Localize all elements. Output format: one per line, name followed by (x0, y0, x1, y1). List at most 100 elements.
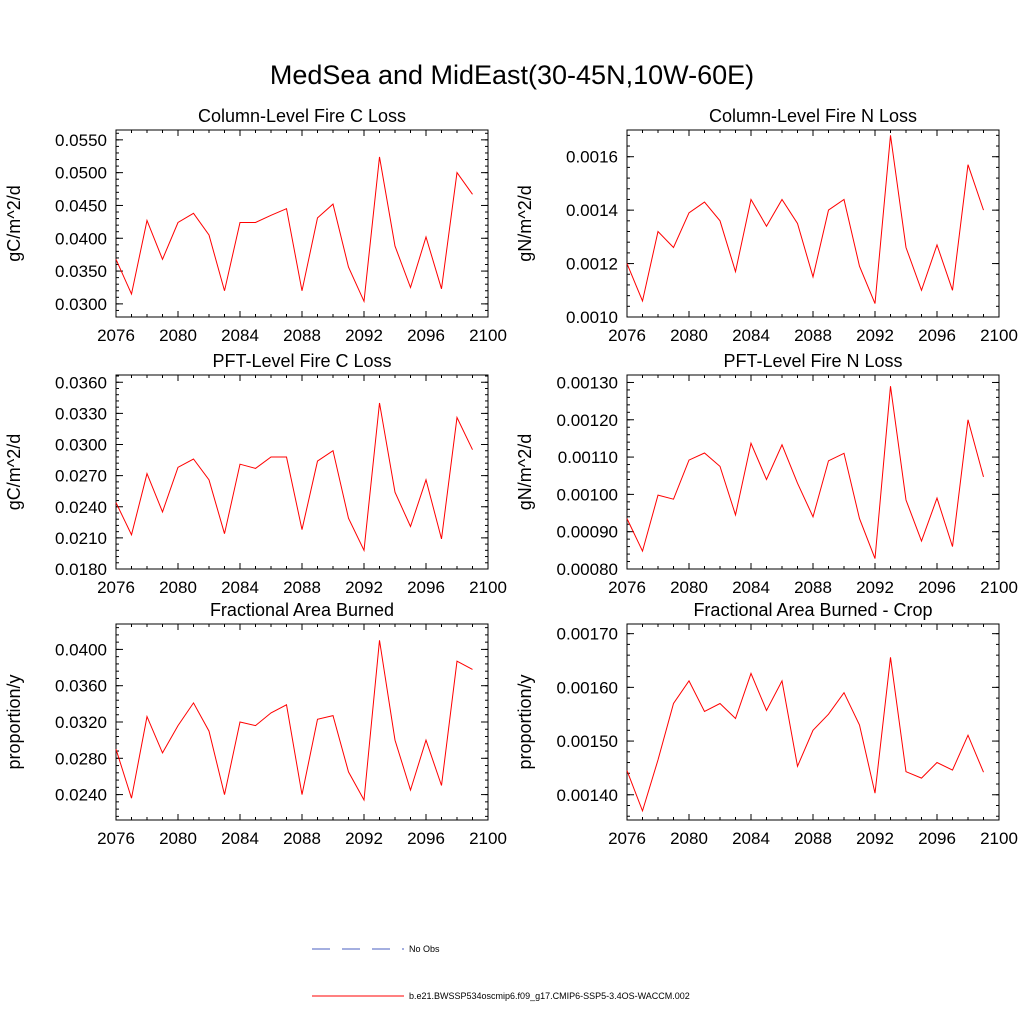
y-tick-label: 0.0450 (55, 196, 107, 215)
y-axis-label: gC/m^2/d (4, 434, 24, 510)
y-tick-label: 0.0210 (55, 529, 107, 548)
y-tick-label: 0.0240 (55, 498, 107, 517)
y-axis-label: gN/m^2/d (515, 185, 535, 261)
y-tick-label: 0.00100 (557, 485, 618, 504)
legend-obs-label: No Obs (409, 944, 440, 954)
y-tick-label: 0.0320 (55, 713, 107, 732)
x-tick-label: 2084 (221, 326, 259, 345)
x-tick-label: 2084 (732, 326, 770, 345)
y-axis-label: gN/m^2/d (515, 434, 535, 510)
series-line (115, 640, 473, 802)
y-axis-label: proportion/y (4, 674, 24, 769)
series-line (626, 135, 984, 304)
y-tick-label: 0.0016 (566, 148, 618, 167)
x-tick-label: 2076 (608, 326, 646, 345)
y-tick-label: 0.0350 (55, 262, 107, 281)
x-tick-label: 2080 (670, 326, 708, 345)
x-tick-label: 2100 (469, 829, 507, 848)
y-tick-label: 0.0014 (566, 201, 618, 220)
y-tick-label: 0.0400 (55, 640, 107, 659)
panel-2: Column-Level Fire N Loss gN/m^2/d 2076 2080… (515, 106, 1018, 345)
y-tick-label: 0.00170 (557, 625, 618, 644)
x-tick-label: 2080 (670, 829, 708, 848)
y-tick-label: 0.0400 (55, 229, 107, 248)
x-tick-label: 2100 (469, 578, 507, 597)
plot-frame (626, 374, 1000, 570)
x-tick-label: 2092 (345, 578, 383, 597)
x-tick-label: 2092 (345, 326, 383, 345)
x-tick-label: 2096 (407, 578, 445, 597)
plot-frame (115, 623, 489, 821)
x-tick-label: 2080 (159, 326, 197, 345)
panel-5: Fractional Area Burned proportion/y 2076 20… (4, 600, 507, 848)
plot-frame (115, 374, 489, 570)
plot-frame (626, 129, 1000, 318)
y-tick-label: 0.0300 (55, 436, 107, 455)
x-tick-label: 2088 (283, 578, 321, 597)
y-tick-label: 0.0240 (55, 786, 107, 805)
panel-title: PFT-Level Fire C Loss (212, 351, 391, 371)
x-tick-label: 2088 (794, 578, 832, 597)
series-line (115, 402, 473, 553)
series-line (626, 657, 984, 813)
y-tick-label: 0.0360 (55, 373, 107, 392)
x-tick-label: 2076 (97, 829, 135, 848)
x-tick-label: 2084 (221, 578, 259, 597)
legend-model-label: b.e21.BWSSP534oscmip6.f09_g17.CMIP6-SSP5… (409, 991, 690, 1001)
y-tick-label: 0.00090 (557, 523, 618, 542)
panel-3: PFT-Level Fire C Loss gC/m^2/d 2076 2080 208… (4, 351, 507, 597)
y-tick-label: 0.0010 (566, 308, 618, 327)
x-tick-label: 2076 (97, 326, 135, 345)
legend: No Obs b.e21.BWSSP534oscmip6.f09_g17.CMI… (312, 944, 690, 1001)
x-tick-label: 2096 (407, 829, 445, 848)
x-tick-label: 2092 (856, 326, 894, 345)
y-tick-label: 0.00110 (558, 448, 618, 467)
x-tick-label: 2096 (918, 578, 956, 597)
y-tick-label: 0.0360 (55, 677, 107, 696)
plot-frame (626, 623, 1000, 821)
x-tick-label: 2076 (608, 829, 646, 848)
y-axis-label: proportion/y (515, 674, 535, 769)
figure-title: MedSea and MidEast(30-45N,10W-60E) (270, 60, 754, 90)
series-line (115, 156, 473, 304)
panel-4: PFT-Level Fire N Loss gN/m^2/d 2076 2080 208… (515, 351, 1018, 597)
x-tick-label: 2076 (608, 578, 646, 597)
x-tick-label: 2096 (407, 326, 445, 345)
y-tick-label: 0.0500 (55, 164, 107, 183)
x-tick-label: 2084 (732, 829, 770, 848)
x-tick-label: 2088 (794, 326, 832, 345)
panel-title: Column-Level Fire N Loss (709, 106, 917, 126)
x-tick-label: 2092 (856, 578, 894, 597)
x-tick-label: 2080 (670, 578, 708, 597)
panel-6: Fractional Area Burned - Crop proportion/… (515, 600, 1018, 848)
panel-title: Column-Level Fire C Loss (198, 106, 406, 126)
y-tick-label: 0.00130 (557, 373, 618, 392)
panel-1: Column-Level Fire C Loss gC/m^2/d 2076 2080… (4, 106, 507, 345)
x-tick-label: 2092 (856, 829, 894, 848)
x-tick-label: 2100 (980, 578, 1018, 597)
panel-title: PFT-Level Fire N Loss (723, 351, 902, 371)
y-tick-label: 0.00120 (557, 411, 618, 430)
x-tick-label: 2084 (221, 829, 259, 848)
x-tick-label: 2088 (794, 829, 832, 848)
x-tick-label: 2080 (159, 578, 197, 597)
y-tick-label: 0.0012 (566, 255, 618, 274)
y-tick-label: 0.00160 (557, 678, 618, 697)
x-tick-label: 2100 (980, 326, 1018, 345)
y-tick-label: 0.0180 (55, 560, 107, 579)
x-tick-label: 2080 (159, 829, 197, 848)
series-line (626, 386, 984, 559)
x-tick-label: 2088 (283, 829, 321, 848)
panel-title: Fractional Area Burned (210, 600, 394, 620)
x-tick-label: 2088 (283, 326, 321, 345)
y-tick-label: 0.00140 (557, 786, 618, 805)
x-tick-label: 2100 (980, 829, 1018, 848)
x-tick-label: 2096 (918, 326, 956, 345)
x-tick-label: 2076 (97, 578, 135, 597)
x-tick-label: 2096 (918, 829, 956, 848)
x-tick-label: 2092 (345, 829, 383, 848)
panel-title: Fractional Area Burned - Crop (693, 600, 932, 620)
y-axis-label: gC/m^2/d (4, 185, 24, 261)
y-tick-label: 0.0300 (55, 295, 107, 314)
